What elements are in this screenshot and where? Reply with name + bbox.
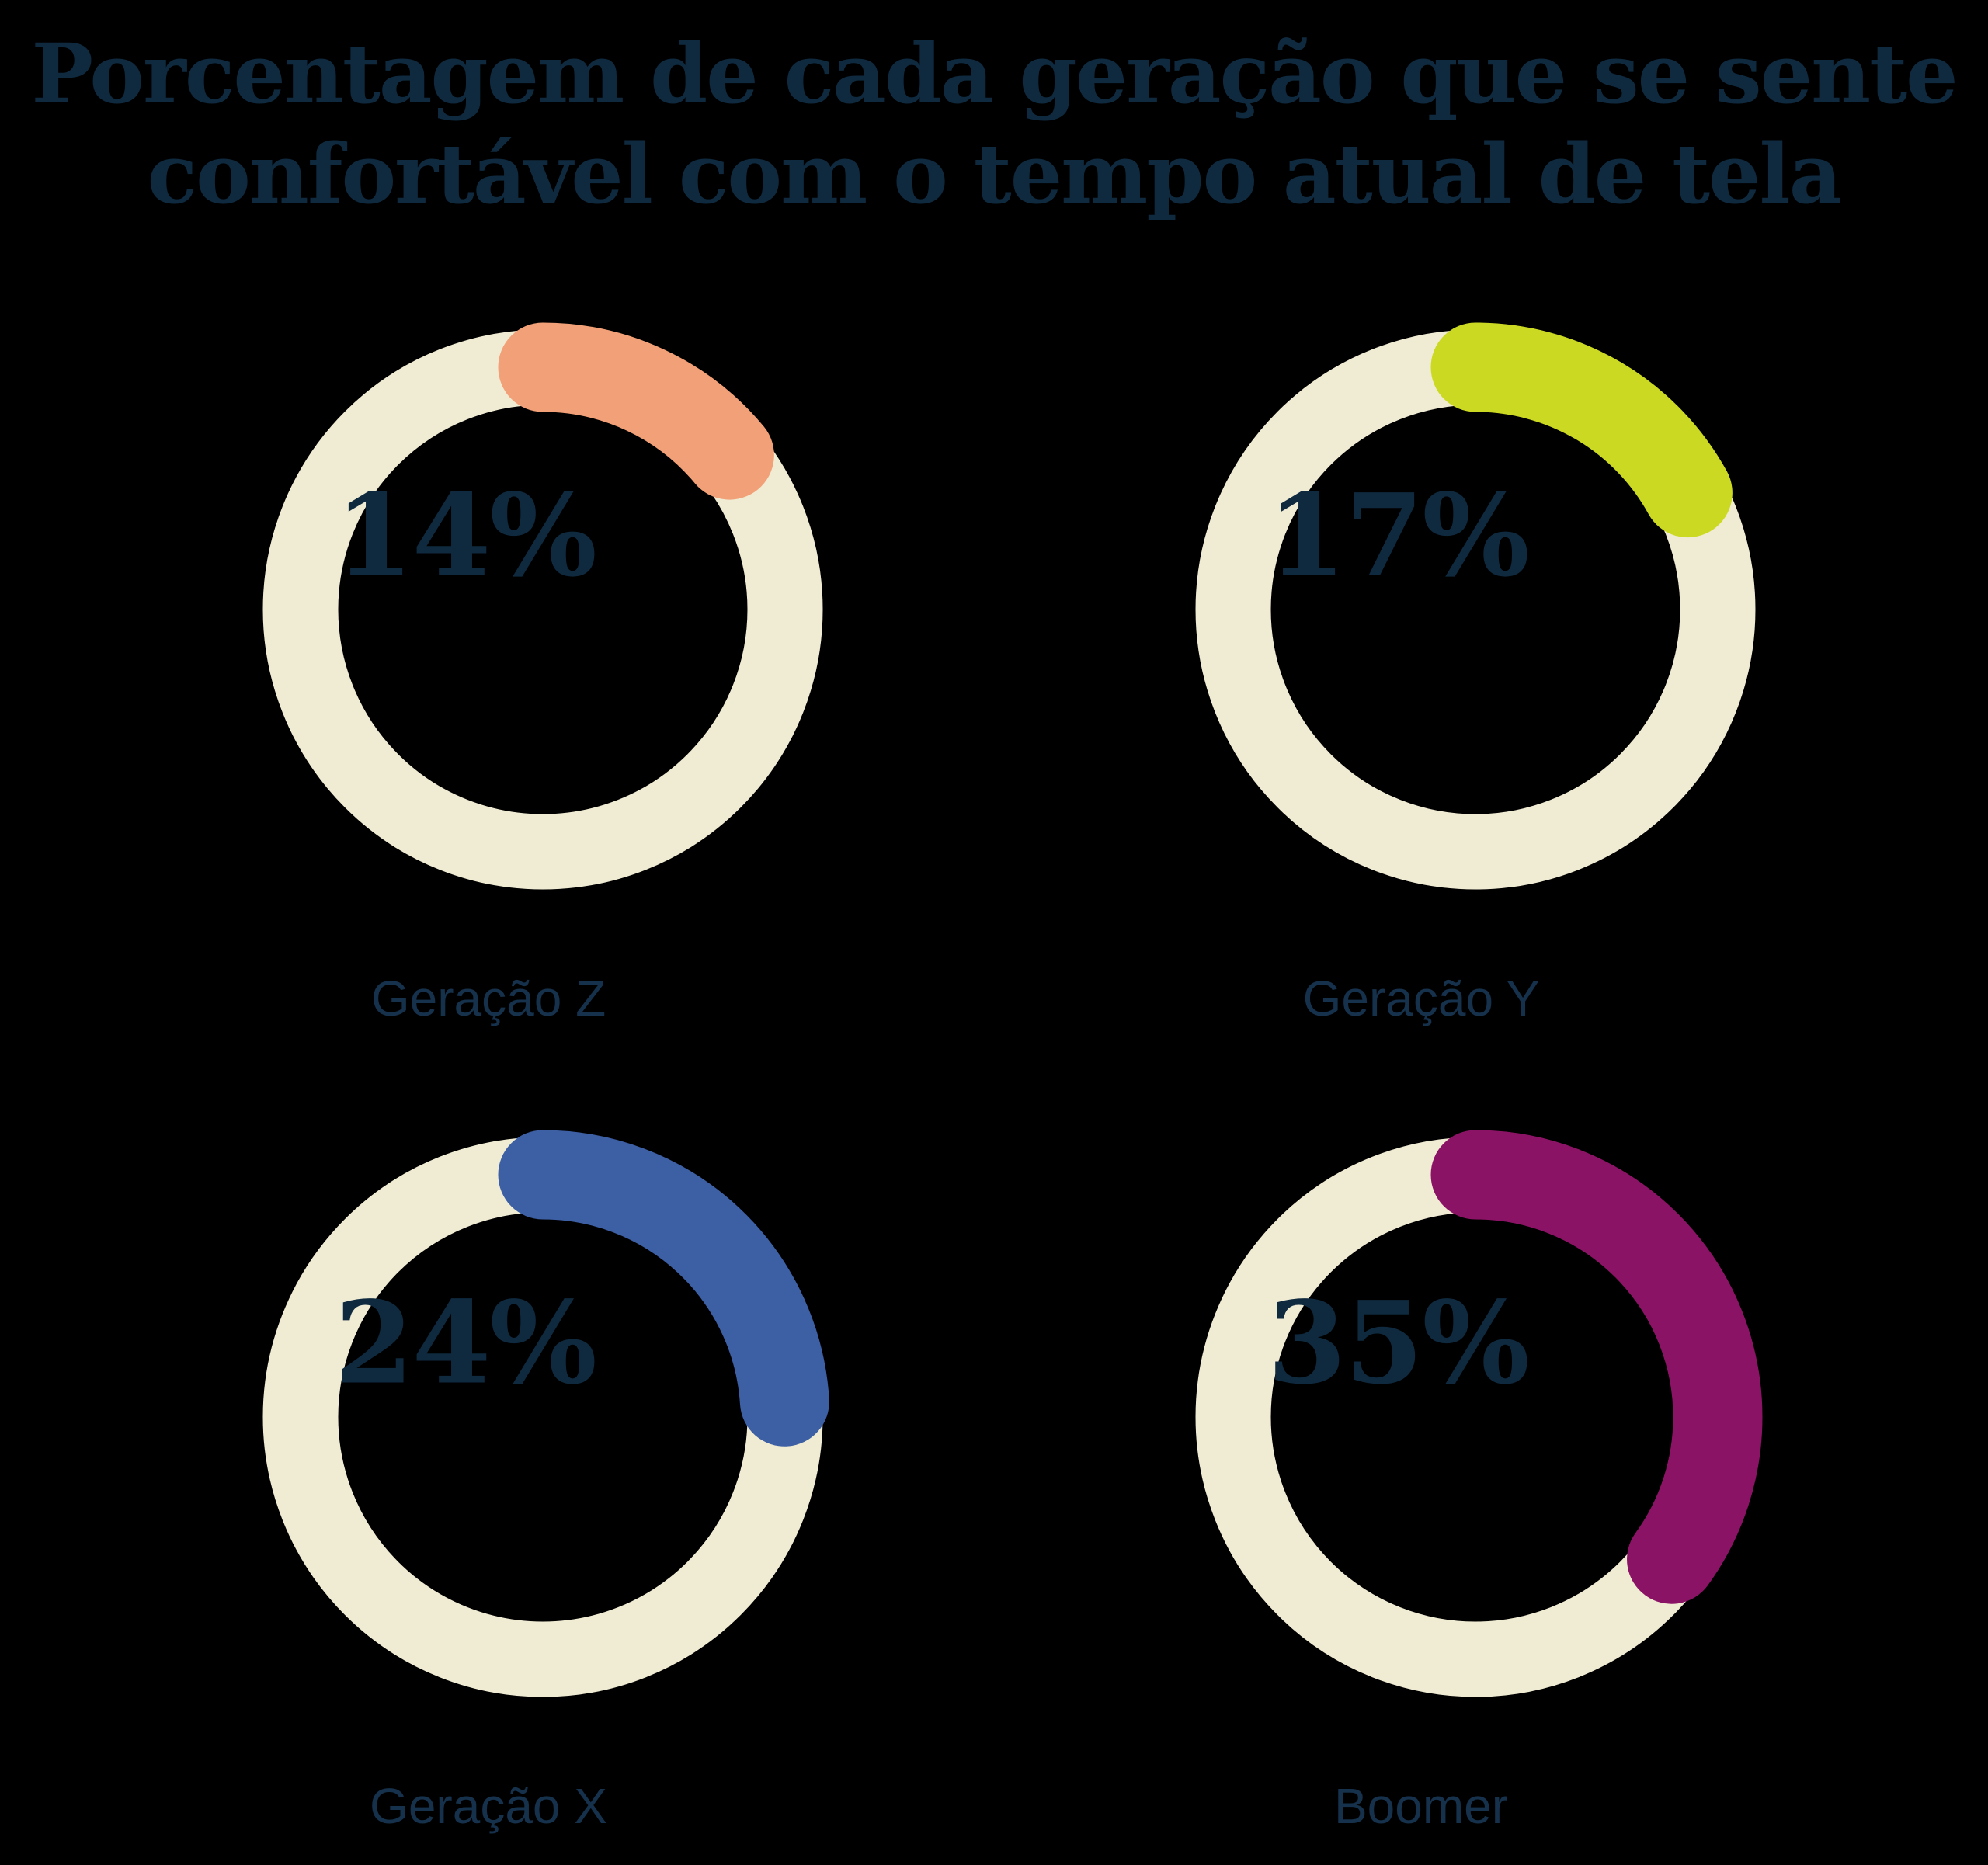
- donut-value-arc: [1188, 1130, 1763, 1704]
- donut-percent-value: 14%: [335, 469, 597, 603]
- donut-ring-chart: [255, 322, 830, 897]
- donut-generation-label: Geração X: [370, 1778, 607, 1834]
- donut-generation-label: Geração Z: [370, 971, 606, 1026]
- donut-chart-cell: 24% Geração X: [248, 1122, 838, 1835]
- donut-ring-wrap: 17%: [1180, 314, 1771, 905]
- donut-ring-chart: [1188, 1130, 1763, 1704]
- donut-generation-label: Boomer: [1333, 1778, 1509, 1834]
- donut-ring-wrap: 35%: [1180, 1122, 1771, 1712]
- donut-ring-wrap: 24%: [248, 1122, 838, 1712]
- donut-ring-chart: [1188, 322, 1763, 897]
- chart-title-line-2: confortável com o tempo atual de tela: [147, 125, 1843, 223]
- donut-chart-cell: 35% Boomer: [1180, 1122, 1771, 1835]
- donut-ring-chart: [255, 1130, 830, 1704]
- donut-percent-value: 17%: [1267, 469, 1530, 603]
- donut-chart-cell: 14% Geração Z: [248, 314, 838, 1027]
- chart-title-line-1: Porcentagem de cada geração que se sente: [31, 25, 1958, 122]
- donut-value-arc: [255, 1130, 830, 1704]
- donut-percent-value: 35%: [1267, 1276, 1530, 1410]
- donut-ring-wrap: 14%: [248, 314, 838, 905]
- donut-chart-cell: 17% Geração Y: [1180, 314, 1771, 1027]
- donut-generation-label: Geração Y: [1302, 971, 1540, 1026]
- donut-value-arc: [255, 322, 830, 897]
- chart-title: Porcentagem de cada geração que se sente…: [0, 23, 1988, 224]
- donut-value-arc: [1188, 322, 1763, 897]
- donut-percent-value: 24%: [335, 1276, 597, 1410]
